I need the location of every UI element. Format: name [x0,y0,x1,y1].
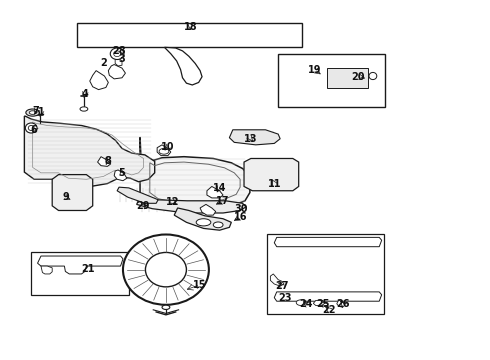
Text: 13: 13 [244,134,258,144]
Text: 2: 2 [100,58,107,68]
Polygon shape [337,300,345,307]
Ellipse shape [29,111,36,114]
Text: 17: 17 [216,196,230,206]
Ellipse shape [146,252,186,287]
Text: 7: 7 [33,106,40,116]
Polygon shape [90,71,108,90]
Text: 4: 4 [81,89,88,99]
Polygon shape [274,292,382,301]
Ellipse shape [80,107,88,111]
Ellipse shape [26,109,40,116]
Text: 27: 27 [275,281,288,291]
Polygon shape [117,187,158,203]
Polygon shape [137,197,246,213]
Polygon shape [157,145,171,156]
Polygon shape [270,274,284,286]
Bar [76,23,302,47]
Polygon shape [114,170,127,181]
Polygon shape [274,237,382,247]
Text: 19: 19 [308,64,321,75]
Ellipse shape [28,126,34,131]
Polygon shape [52,175,93,211]
Polygon shape [140,137,250,210]
Ellipse shape [213,222,223,228]
Text: 25: 25 [317,299,330,309]
Text: 22: 22 [322,305,336,315]
Text: 10: 10 [161,142,174,152]
Bar [327,68,368,88]
Text: 29: 29 [137,201,150,211]
Ellipse shape [196,219,211,226]
Ellipse shape [159,148,169,154]
Text: 1: 1 [38,107,45,117]
Text: 9: 9 [62,192,69,202]
Text: 28: 28 [112,46,126,56]
Text: 6: 6 [31,125,38,135]
Polygon shape [41,266,52,274]
Polygon shape [108,64,125,79]
Polygon shape [174,208,231,230]
Ellipse shape [110,48,124,59]
Text: 21: 21 [81,264,95,274]
Text: 5: 5 [119,168,125,178]
Text: 8: 8 [104,156,111,166]
Text: 11: 11 [268,179,281,189]
Polygon shape [98,157,111,166]
Polygon shape [115,56,122,66]
Polygon shape [24,116,155,187]
Polygon shape [313,301,324,306]
Ellipse shape [369,72,377,80]
Polygon shape [38,256,123,274]
Text: 3: 3 [119,54,125,64]
Text: 30: 30 [234,204,248,215]
Polygon shape [229,130,280,145]
Ellipse shape [296,300,306,306]
Polygon shape [244,158,299,191]
Ellipse shape [162,305,170,310]
Bar [267,234,384,315]
Text: 15: 15 [194,280,207,290]
Polygon shape [200,204,216,215]
Ellipse shape [123,234,209,305]
Text: 16: 16 [234,212,248,221]
Polygon shape [207,186,223,198]
Text: 14: 14 [213,183,226,193]
Text: 24: 24 [299,299,313,309]
Bar [31,252,129,295]
Ellipse shape [114,51,121,57]
Text: 26: 26 [336,299,349,309]
Text: 18: 18 [184,22,197,32]
Text: 12: 12 [166,197,179,207]
Bar [278,54,385,107]
Text: 20: 20 [351,72,365,82]
Polygon shape [165,47,202,85]
Text: 23: 23 [278,293,292,303]
Ellipse shape [25,123,37,133]
